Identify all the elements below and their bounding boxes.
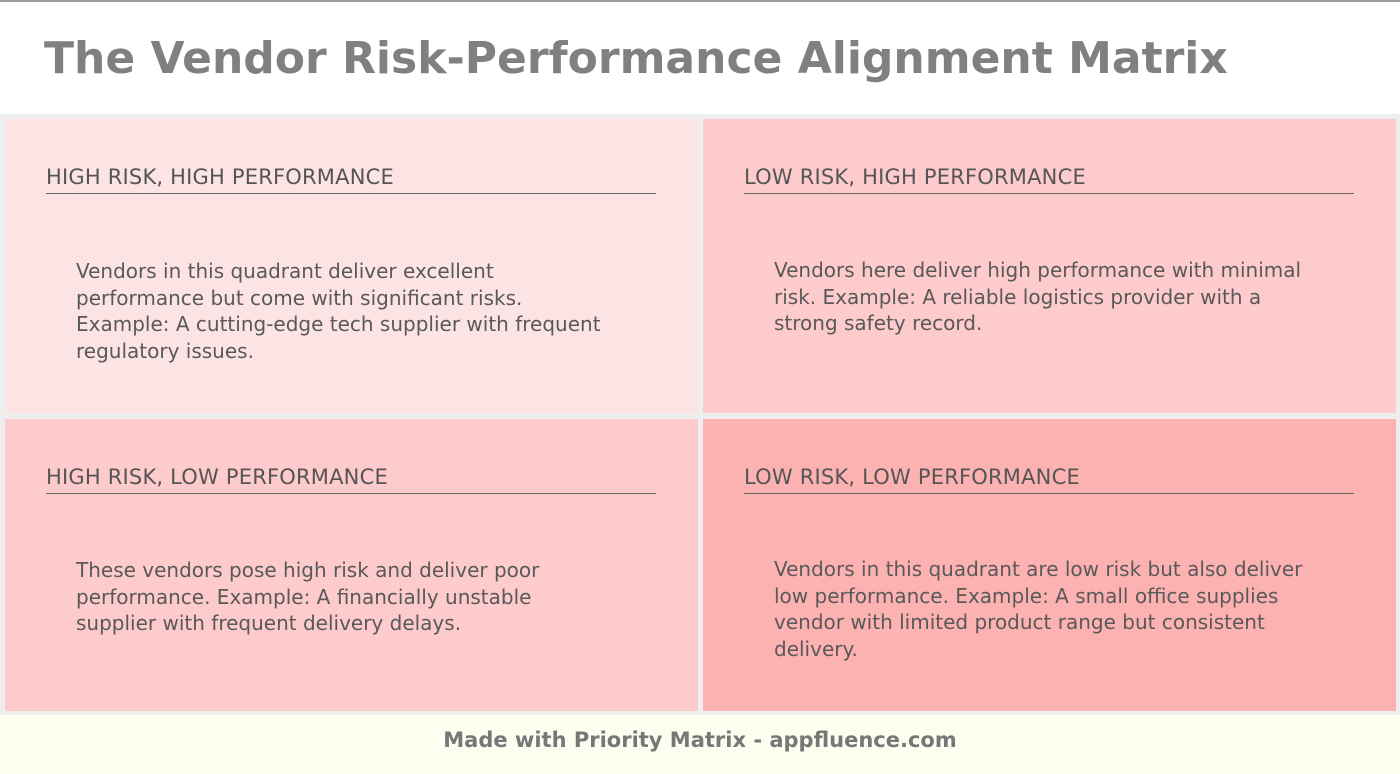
quadrant-divider <box>744 193 1354 194</box>
header: The Vendor Risk-Performance Alignment Ma… <box>0 2 1400 114</box>
quadrant-description: Vendors in this quadrant are low risk bu… <box>774 557 1303 661</box>
page-title: The Vendor Risk-Performance Alignment Ma… <box>44 33 1228 84</box>
quadrant-low-risk-high-performance: LOW RISK, HIGH PERFORMANCE Vendors here … <box>703 119 1396 413</box>
quadrant-divider <box>46 493 656 494</box>
quadrant-description: These vendors pose high risk and deliver… <box>76 558 540 635</box>
quadrant-title: LOW RISK, LOW PERFORMANCE <box>744 465 1080 489</box>
footer-credit: Made with Priority Matrix - appfluence.c… <box>443 728 957 752</box>
quadrant-high-risk-low-performance: HIGH RISK, LOW PERFORMANCE These vendors… <box>5 419 698 711</box>
matrix-grid: HIGH RISK, HIGH PERFORMANCE Vendors in t… <box>0 114 1400 715</box>
quadrant-description: Vendors in this quadrant deliver excelle… <box>76 259 601 363</box>
quadrant-title: HIGH RISK, HIGH PERFORMANCE <box>46 165 394 189</box>
quadrant-high-risk-high-performance: HIGH RISK, HIGH PERFORMANCE Vendors in t… <box>5 119 698 413</box>
quadrant-divider <box>744 493 1354 494</box>
quadrant-title: HIGH RISK, LOW PERFORMANCE <box>46 465 388 489</box>
quadrant-low-risk-low-performance: LOW RISK, LOW PERFORMANCE Vendors in thi… <box>703 419 1396 711</box>
quadrant-title: LOW RISK, HIGH PERFORMANCE <box>744 165 1086 189</box>
quadrant-divider <box>46 193 656 194</box>
top-border <box>0 0 1400 2</box>
quadrant-description: Vendors here deliver high performance wi… <box>774 258 1302 335</box>
footer: Made with Priority Matrix - appfluence.c… <box>0 715 1400 774</box>
